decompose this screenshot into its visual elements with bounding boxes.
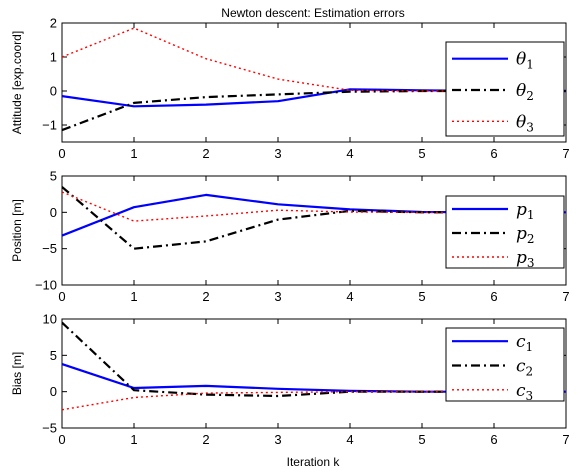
legend-symbol: p bbox=[516, 248, 527, 268]
legend-label: θ3 bbox=[516, 112, 534, 134]
x-tick-label: 0 bbox=[58, 432, 65, 447]
legend-symbol: p bbox=[516, 200, 527, 220]
y-axis-label: Position [m] bbox=[10, 199, 24, 262]
x-tick-label: 2 bbox=[202, 146, 209, 161]
legend-symbol: c bbox=[516, 332, 526, 352]
x-tick-label: 0 bbox=[58, 146, 65, 161]
legend-label: p3 bbox=[516, 248, 535, 270]
legend-symbol: p bbox=[516, 224, 527, 244]
x-tick-label: 3 bbox=[274, 146, 281, 161]
y-tick-label: 0 bbox=[50, 84, 57, 99]
x-tick-label: 3 bbox=[274, 432, 281, 447]
x-tick-label: 1 bbox=[130, 289, 137, 304]
chart-title: Newton descent: Estimation errors bbox=[221, 6, 404, 20]
x-tick-label: 7 bbox=[562, 146, 569, 161]
legend-subscript: 2 bbox=[526, 365, 534, 379]
x-tick-label: 2 bbox=[202, 289, 209, 304]
y-tick-label: 5 bbox=[50, 169, 57, 184]
y-axis-label: Attitude [exp.coord] bbox=[10, 31, 24, 134]
x-tick-label: 2 bbox=[202, 432, 209, 447]
legend-label: c3 bbox=[516, 381, 533, 403]
legend-symbol: θ bbox=[516, 112, 526, 132]
legend-symbol: θ bbox=[516, 50, 526, 70]
legend-label: θ1 bbox=[516, 50, 534, 72]
legend-symbol: c bbox=[516, 381, 526, 401]
x-tick-label: 1 bbox=[130, 146, 137, 161]
y-tick-label: −1 bbox=[42, 118, 57, 133]
y-tick-label: 10 bbox=[43, 312, 57, 327]
y-tick-label: −5 bbox=[42, 241, 57, 256]
y-tick-label: 5 bbox=[50, 348, 57, 363]
legend-label: c1 bbox=[516, 332, 533, 354]
x-tick-label: 3 bbox=[274, 289, 281, 304]
x-tick-label: 4 bbox=[346, 146, 353, 161]
legend-subscript: 3 bbox=[527, 256, 535, 270]
x-tick-label: 4 bbox=[346, 432, 353, 447]
x-tick-label: 5 bbox=[418, 289, 425, 304]
legend-label: θ2 bbox=[516, 81, 534, 103]
x-axis-label: Iteration k bbox=[287, 455, 341, 469]
legend-subscript: 2 bbox=[527, 232, 535, 246]
legend-subscript: 3 bbox=[526, 389, 534, 403]
x-tick-label: 5 bbox=[418, 146, 425, 161]
legend-subscript: 3 bbox=[526, 120, 534, 134]
legend-subscript: 2 bbox=[526, 89, 534, 103]
x-tick-label: 6 bbox=[490, 289, 497, 304]
y-tick-label: 0 bbox=[50, 384, 57, 399]
legend-subscript: 1 bbox=[526, 58, 534, 72]
y-tick-label: −5 bbox=[42, 421, 57, 436]
x-tick-label: 0 bbox=[58, 289, 65, 304]
legend-label: p2 bbox=[516, 224, 535, 246]
legend-subscript: 1 bbox=[526, 340, 534, 354]
y-tick-label: −10 bbox=[35, 278, 57, 293]
y-tick-label: 1 bbox=[50, 50, 57, 65]
legend-label: c2 bbox=[516, 357, 533, 379]
legend-symbol: θ bbox=[516, 81, 526, 101]
x-tick-label: 7 bbox=[562, 432, 569, 447]
y-tick-label: 2 bbox=[50, 16, 57, 31]
x-tick-label: 1 bbox=[130, 432, 137, 447]
legend-label: p1 bbox=[516, 200, 535, 222]
x-tick-label: 6 bbox=[490, 146, 497, 161]
x-tick-label: 5 bbox=[418, 432, 425, 447]
y-axis-label: Bias [m] bbox=[10, 352, 24, 395]
y-tick-label: 0 bbox=[50, 205, 57, 220]
x-tick-label: 6 bbox=[490, 432, 497, 447]
legend-symbol: c bbox=[516, 357, 526, 377]
x-tick-label: 4 bbox=[346, 289, 353, 304]
legend-subscript: 1 bbox=[527, 208, 535, 222]
x-tick-label: 7 bbox=[562, 289, 569, 304]
